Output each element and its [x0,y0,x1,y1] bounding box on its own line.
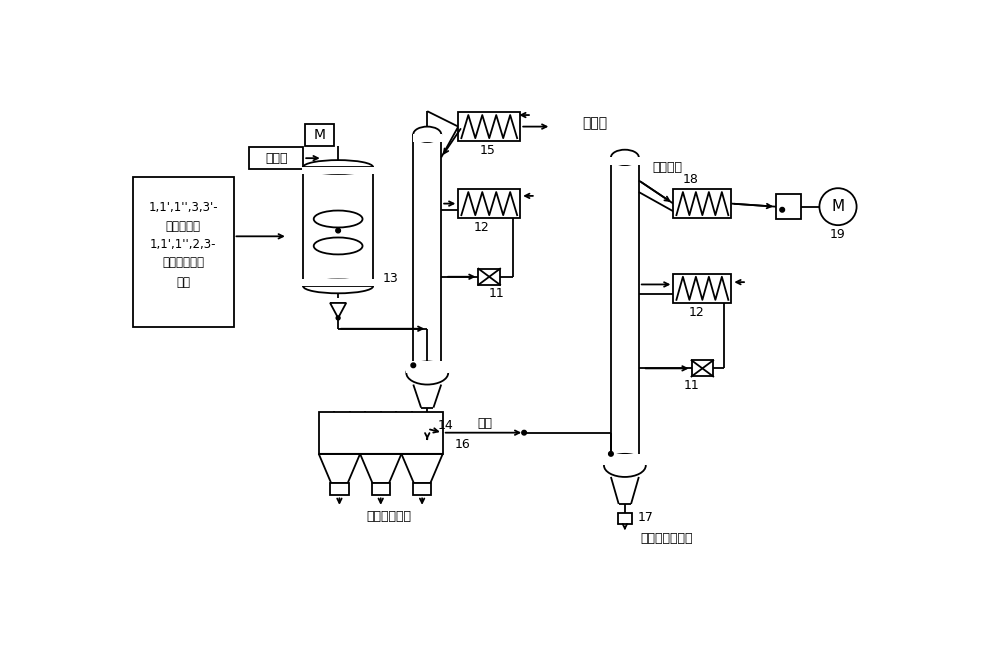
Bar [603,454,647,466]
Bar [406,361,449,373]
Bar [776,194,801,219]
Bar [478,269,500,285]
Bar [330,483,349,495]
Bar [692,360,713,377]
Text: 16: 16 [454,438,470,451]
Circle shape [411,363,416,368]
Text: 氯化氢: 氯化氢 [582,116,607,130]
Circle shape [522,430,526,435]
Text: 18: 18 [683,174,699,186]
Ellipse shape [413,127,441,142]
Text: 1,1',1'',3,3'-: 1,1',1'',3,3'- [148,201,218,214]
Text: 1,1',1'',2,3-: 1,1',1'',2,3- [150,238,216,251]
Bar [420,417,434,428]
Text: 13: 13 [382,272,398,285]
Text: 催化剂: 催化剂 [265,151,287,165]
Text: 五氯丙烷的混: 五氯丙烷的混 [162,257,204,269]
Bar [673,189,731,218]
Text: 滤液: 滤液 [478,417,493,430]
Text: 14: 14 [438,419,454,432]
Circle shape [336,316,340,320]
Ellipse shape [611,149,639,165]
Circle shape [780,208,785,212]
Text: 减压精馏: 减压精馏 [652,161,682,174]
Bar [458,189,520,218]
Text: 合物: 合物 [176,275,190,289]
Bar [249,147,303,169]
Text: 滤饼（套用）: 滤饼（套用） [366,511,411,523]
Text: 11: 11 [489,287,505,300]
Text: M: M [831,199,845,214]
Bar [133,177,234,327]
Text: 五氯丙烷和: 五氯丙烷和 [166,220,201,233]
Bar [673,273,731,303]
Text: 15: 15 [480,144,496,157]
Bar [305,125,334,146]
Bar [372,483,390,495]
Bar [413,483,431,495]
Text: 四氯丙烯混合物: 四氯丙烯混合物 [640,532,693,545]
Bar [302,167,374,174]
Bar [413,134,442,142]
Circle shape [336,228,340,233]
Bar [303,167,373,286]
Circle shape [609,452,613,456]
Ellipse shape [406,361,448,385]
Bar [618,513,632,524]
Text: 11: 11 [684,379,699,392]
Text: M: M [314,128,326,142]
Text: 17: 17 [637,511,653,524]
Bar [302,279,374,286]
Bar [610,157,640,165]
Bar [319,411,443,454]
Ellipse shape [604,454,646,477]
Text: 19: 19 [830,228,846,241]
Bar [458,112,520,141]
Text: 12: 12 [474,221,489,234]
Text: 12: 12 [688,306,704,319]
